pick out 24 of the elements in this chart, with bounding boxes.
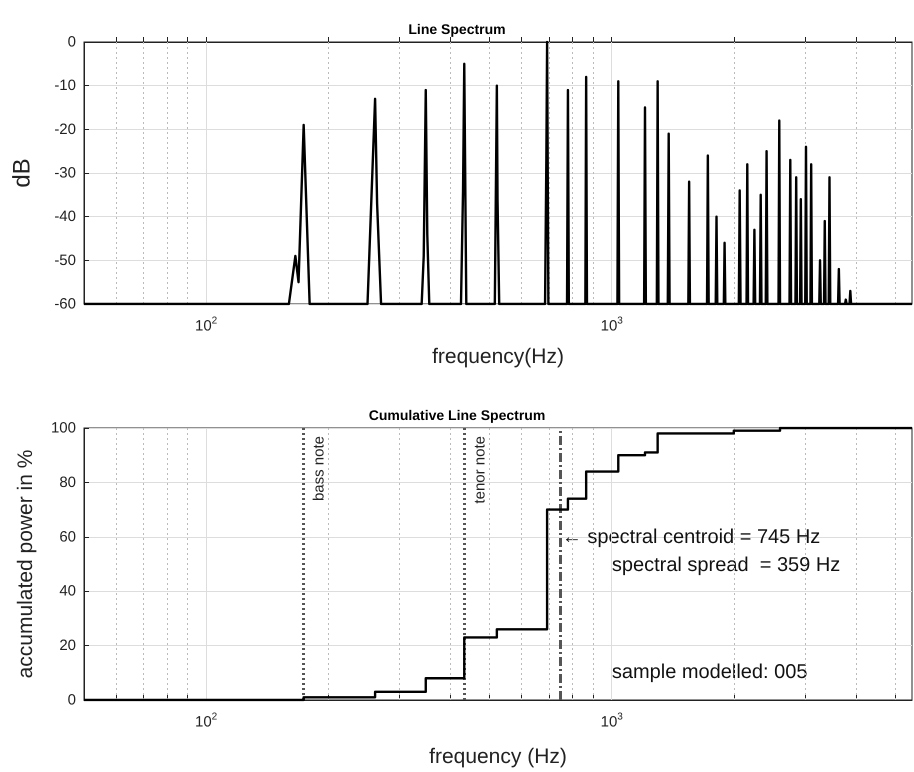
y-axis-title: accumulated power in % <box>14 450 37 678</box>
y-tick-label: -40 <box>54 208 76 226</box>
y-axis-title: dB <box>8 158 36 188</box>
y-tick-label: -30 <box>54 164 76 182</box>
x-axis-title: frequency (Hz) <box>429 745 567 768</box>
ref-line-label: bass note <box>310 436 328 502</box>
y-tick-label: 40 <box>59 582 76 600</box>
annotation: spectral spread = 359 Hz <box>612 554 840 576</box>
x-axis-title: frequency(Hz) <box>432 345 564 368</box>
y-tick-label: 0 <box>68 692 76 708</box>
y-tick-label: 60 <box>59 528 76 546</box>
y-tick-label: -60 <box>54 296 76 312</box>
chart-title: Cumulative Line Spectrum <box>368 407 546 423</box>
y-tick-label: -10 <box>54 77 76 94</box>
chart-title: Line Spectrum <box>408 21 506 37</box>
y-tick-label: -20 <box>54 120 76 138</box>
y-tick-label: 20 <box>59 637 76 654</box>
annotation: ← spectral centroid = 745 Hz <box>562 526 820 548</box>
y-tick-label: 80 <box>59 474 76 491</box>
ref-line-label: tenor note <box>471 436 488 504</box>
y-tick-label: -50 <box>54 252 76 269</box>
annotation: sample modelled: 005 <box>612 661 808 683</box>
y-tick-label: 100 <box>50 420 76 436</box>
y-tick-label: 0 <box>68 34 76 50</box>
